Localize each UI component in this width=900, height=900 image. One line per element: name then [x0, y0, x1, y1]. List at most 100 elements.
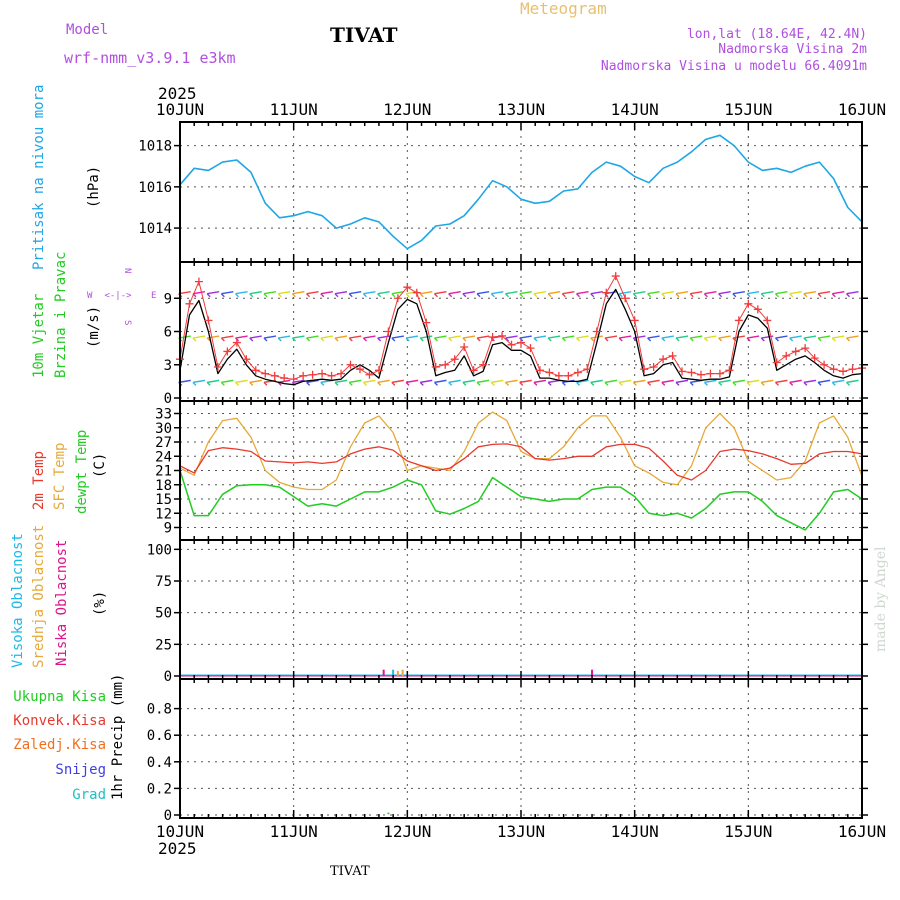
gust-marker — [289, 375, 298, 384]
wind-arrow-head — [533, 381, 538, 386]
wind-arrow — [334, 379, 348, 384]
y-tick-label: 0.8 — [147, 702, 172, 718]
wind-arrow — [448, 379, 461, 384]
gust-marker — [479, 360, 488, 369]
wind-arrow-head — [291, 293, 296, 298]
gust-marker — [185, 299, 194, 308]
wind-arrow — [761, 291, 774, 295]
wind-arrow-head — [590, 293, 595, 298]
y-tick-label: 18 — [155, 478, 172, 494]
gust-marker — [299, 371, 308, 380]
panel-frame — [179, 261, 863, 402]
grid-layer — [180, 122, 862, 818]
wind-arrow — [519, 379, 532, 384]
wind-arrow — [349, 335, 362, 339]
gust-marker — [554, 371, 563, 380]
gust-marker — [204, 316, 213, 325]
wind-arrow-head — [220, 293, 225, 298]
wind-dir-south: S — [122, 320, 132, 325]
wind-arrow-head — [362, 293, 367, 298]
wind-arrow — [732, 291, 745, 295]
x-tick-label-bottom: 15JUN — [724, 822, 772, 841]
gust-marker — [346, 360, 355, 369]
gust-marker — [393, 294, 402, 303]
wind-arrow — [661, 291, 674, 295]
wind-arrow — [690, 335, 703, 339]
gust-marker — [507, 340, 516, 349]
wind-arrow — [320, 291, 333, 295]
wind-arrow-head — [249, 381, 254, 386]
wind-arrow-head — [675, 381, 680, 386]
y-tick-label: 33 — [155, 407, 172, 423]
x-tick-label-top: 11JUN — [270, 100, 318, 119]
gust-marker — [355, 365, 364, 374]
wind-unit: (m/s) — [86, 306, 102, 348]
gust-marker — [573, 368, 582, 377]
wind-arrow — [505, 379, 518, 384]
wind-arrow — [391, 291, 404, 295]
pressure-label: Pritisak na nivou mora — [31, 85, 47, 270]
model-elevation: Nadmorska Visina u modelu 66.4091m — [601, 59, 867, 74]
gust-marker — [715, 369, 724, 378]
wind-arrow — [619, 335, 632, 339]
wind-arrow — [832, 379, 845, 384]
gust-marker — [280, 374, 289, 383]
wind-arrow-head — [320, 337, 325, 342]
wind-arrow — [647, 291, 660, 295]
wind-arrow — [690, 291, 703, 295]
wind-arrow — [491, 379, 504, 384]
wind-label-1: 10m Vjetar — [31, 294, 47, 378]
wind-arrow — [448, 335, 461, 339]
gust-marker — [810, 354, 819, 363]
wind-arrow — [604, 379, 618, 384]
model-name: wrf-nmm_v3.9.1 e3km — [64, 49, 236, 67]
meteogram-title: Meteogram — [520, 0, 607, 18]
wind-arrow — [235, 335, 248, 339]
gust-marker — [848, 365, 857, 374]
wind-arrow — [604, 335, 618, 339]
y-tick-label: 3 — [164, 358, 172, 374]
cloud-bar — [401, 669, 404, 676]
gust-marker — [583, 365, 592, 374]
wind-arrow-head — [419, 381, 424, 386]
wind-arrow-head — [561, 293, 566, 298]
wind-arrow — [349, 291, 362, 295]
axes-layer: 1014101610180369912151821242730330255075… — [138, 100, 886, 841]
wind-arrow-head — [306, 293, 311, 298]
wind-arrow-head — [377, 293, 382, 298]
precip-legend-conv: Konvek.Kisa — [13, 713, 106, 729]
wind-arrow-head — [533, 293, 538, 298]
wind-arrow — [221, 291, 234, 295]
wind-arrow-head — [618, 337, 623, 342]
wind-arrow-head — [632, 293, 637, 298]
wind-arrow-head — [576, 381, 581, 386]
y-tick-label: 6 — [164, 325, 172, 341]
gust-marker — [213, 362, 222, 371]
cloud-unit: (%) — [92, 591, 108, 616]
wind-arrow — [363, 291, 376, 295]
wind-arrow — [420, 291, 433, 295]
wind-arrow — [846, 291, 859, 295]
wind-arrow-head — [689, 337, 694, 342]
wind-arrow-head — [831, 337, 836, 342]
gust-marker — [535, 366, 544, 375]
wind-arrow-head — [689, 381, 694, 386]
gust-marker — [659, 355, 668, 364]
gust-marker — [526, 344, 535, 353]
wind-arrow-head — [192, 381, 197, 386]
wind-arrow-head — [703, 381, 708, 386]
y-tick-label: 25 — [155, 637, 172, 653]
wind-arrow — [306, 379, 319, 384]
wind-arrow — [789, 379, 802, 384]
gust-marker — [270, 371, 279, 380]
gust-marker — [469, 366, 478, 375]
gust-marker — [242, 355, 251, 364]
wind-arrow — [604, 291, 618, 295]
y-tick-label: 21 — [155, 464, 172, 480]
wind-arrow — [249, 379, 262, 384]
station-title: TIVAT — [330, 23, 398, 47]
y-tick-label: 1018 — [138, 139, 172, 155]
wind-arrow-head — [817, 381, 822, 386]
wind-arrow — [349, 379, 362, 384]
wind-arrow — [704, 335, 717, 339]
